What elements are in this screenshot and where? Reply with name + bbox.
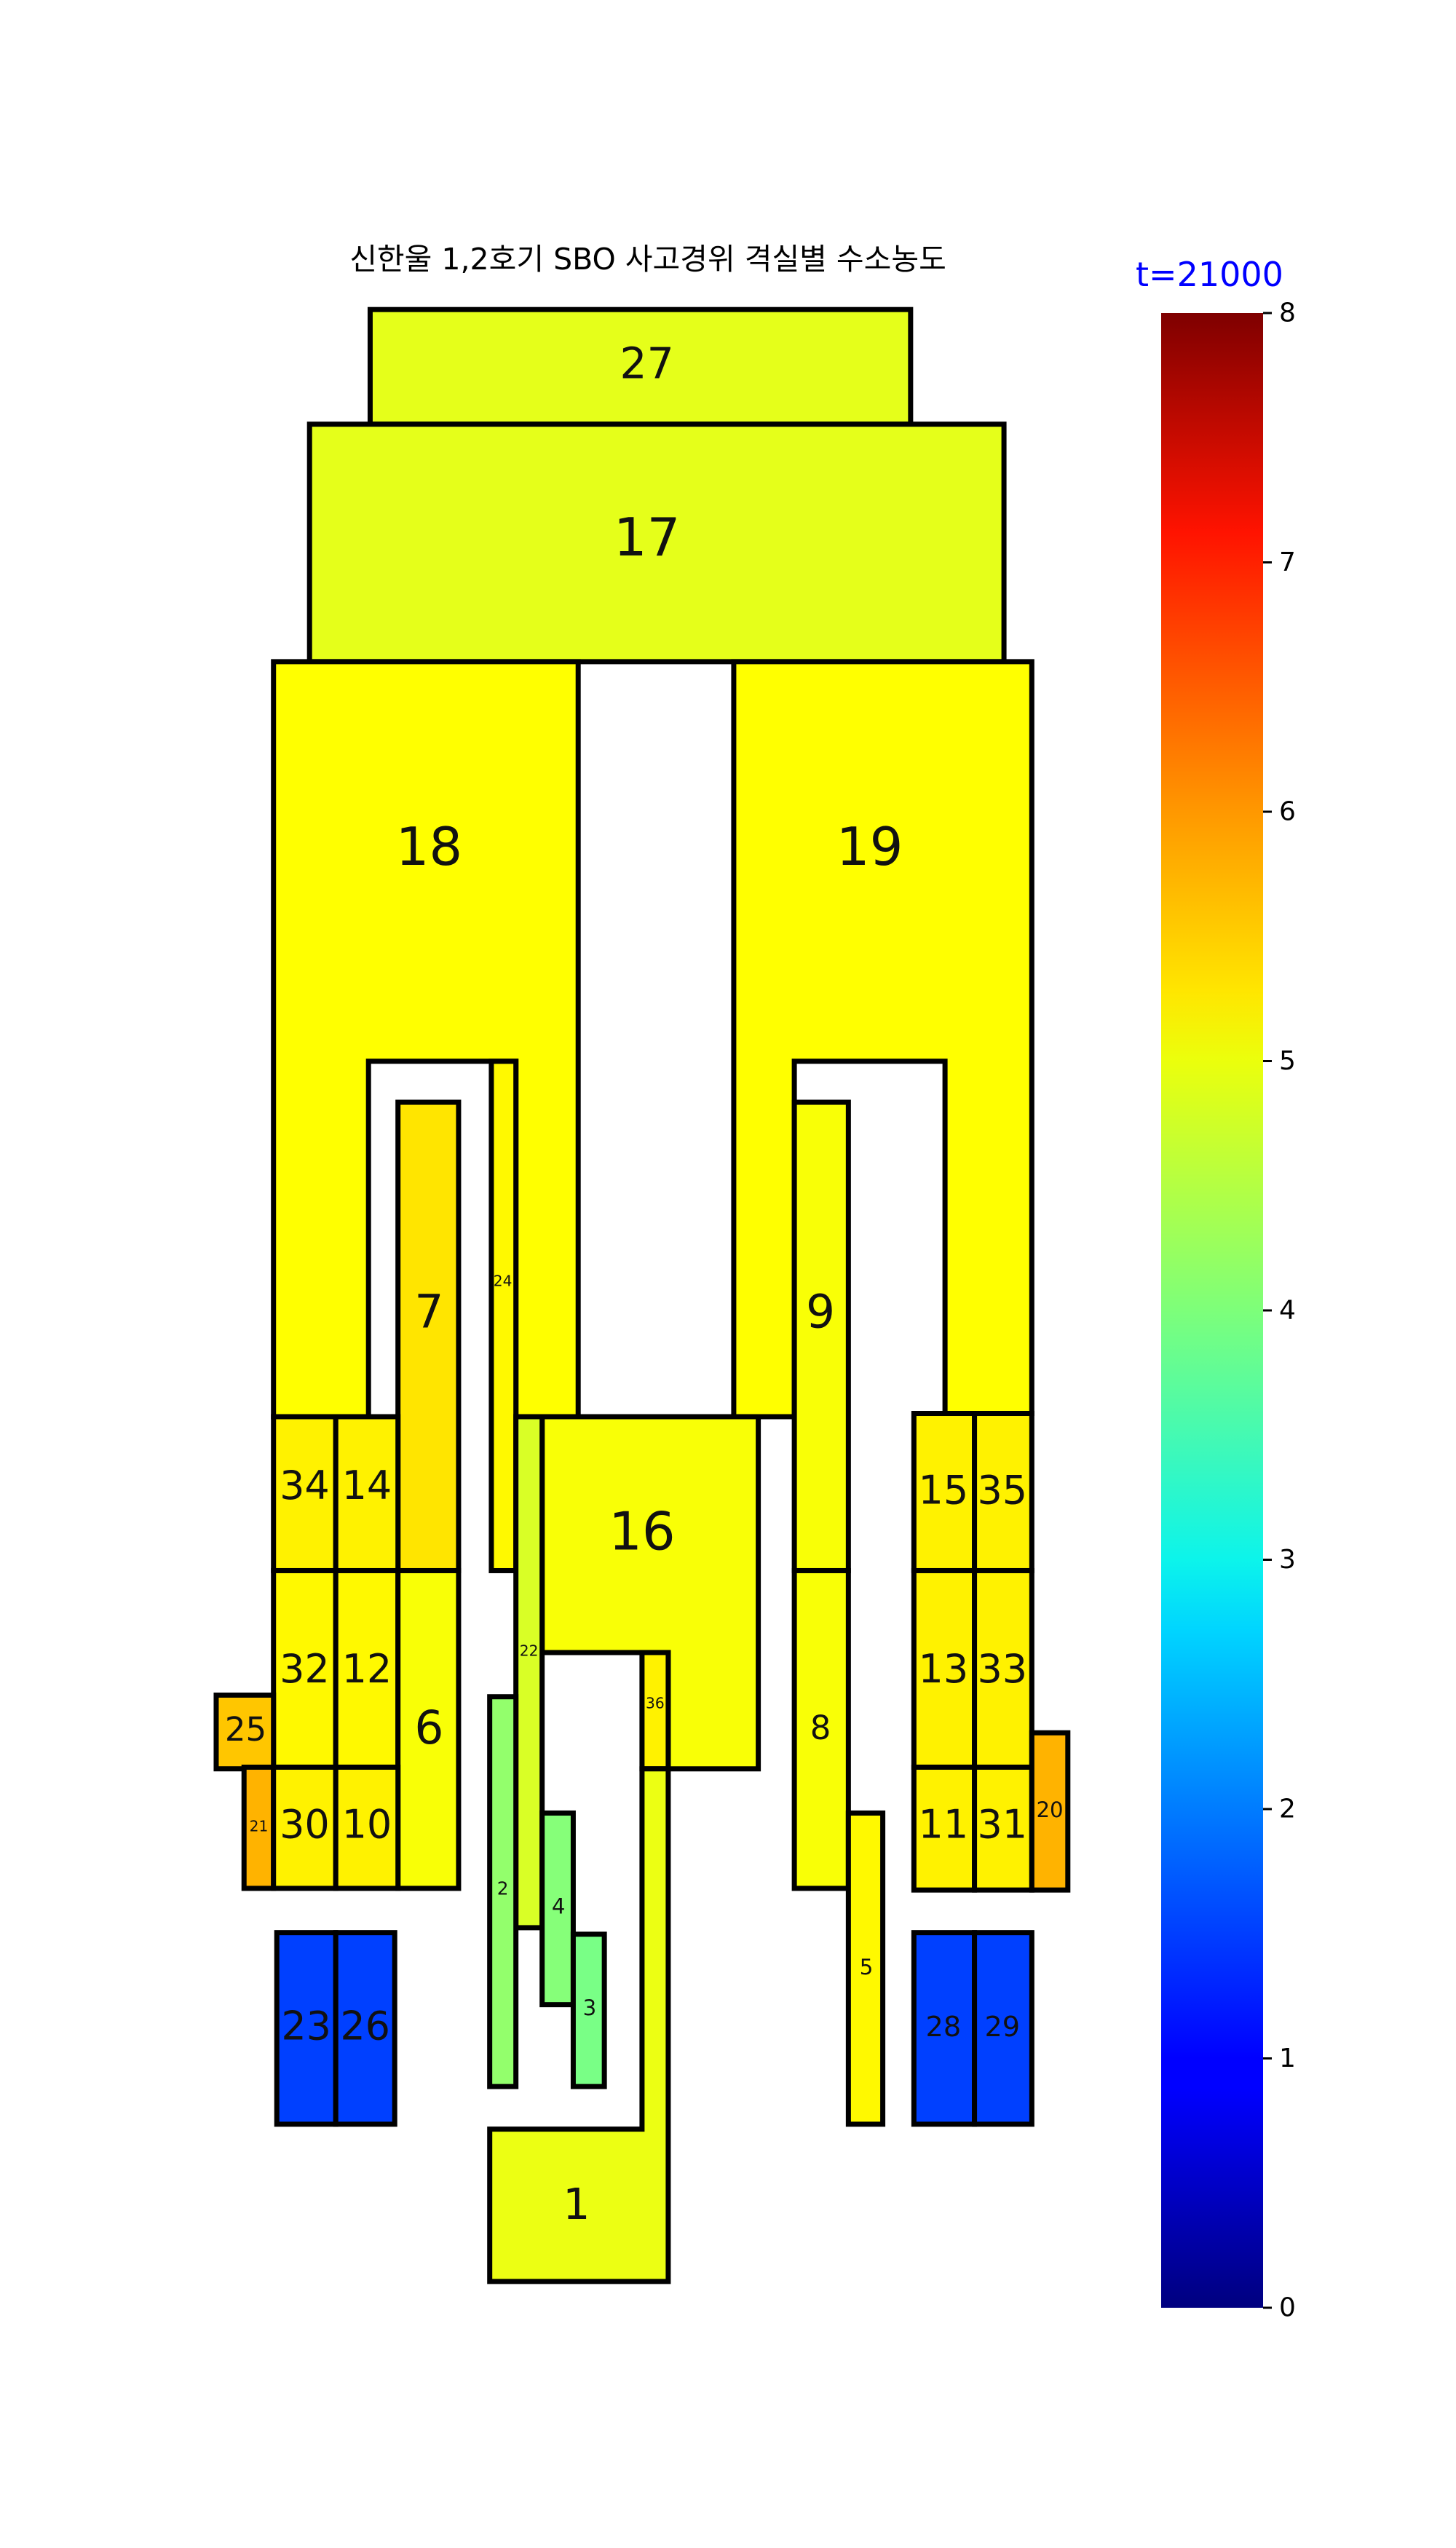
colorbar-tick-label-5: 5: [1279, 1046, 1296, 1076]
compartment-3: [570, 1931, 607, 2089]
compartment-label-4: 4: [552, 1894, 566, 1919]
compartment-label-28: 28: [926, 2011, 962, 2043]
compartment-6: [395, 1567, 462, 1891]
compartment-2: [487, 1694, 519, 2089]
compartment-label-10: 10: [342, 1802, 392, 1848]
compartment-label-16: 16: [609, 1500, 676, 1562]
compartment-11: [911, 1764, 978, 1893]
compartment-label-11: 11: [918, 1802, 968, 1848]
compartment-label-27: 27: [620, 339, 673, 388]
compartment-label-15: 15: [918, 1468, 968, 1514]
colorbar-tick-label-4: 4: [1279, 1296, 1296, 1326]
compartment-29: [972, 1930, 1034, 2127]
compartment-label-36: 36: [646, 1695, 665, 1712]
compartment-25: [213, 1692, 277, 1772]
compartment-label-7: 7: [414, 1286, 443, 1339]
compartment-26: [333, 1930, 397, 2127]
compartment-31: [972, 1764, 1034, 1893]
time-label: t=21000: [1136, 255, 1283, 294]
compartment-label-8: 8: [810, 1709, 831, 1747]
compartment-label-25: 25: [225, 1710, 266, 1749]
compartment-label-35: 35: [977, 1468, 1027, 1514]
compartment-14: [333, 1414, 401, 1573]
compartment-30: [271, 1764, 339, 1891]
colorbar-tick-label-1: 1: [1279, 2043, 1296, 2073]
compartment-label-32: 32: [280, 1646, 330, 1692]
compartment-label-24: 24: [494, 1272, 513, 1289]
compartment-label-1: 1: [563, 2180, 590, 2229]
compartment-label-23: 23: [281, 2003, 331, 2049]
compartment-label-6: 6: [414, 1701, 443, 1754]
compartment-label-21: 21: [250, 1817, 269, 1835]
compartment-10: [333, 1764, 401, 1891]
compartment-label-2: 2: [497, 1878, 509, 1899]
compartments-layer: [213, 306, 1071, 2284]
compartment-1: [487, 1766, 671, 2284]
compartment-34: [271, 1414, 339, 1573]
colorbar-tick-label-2: 2: [1279, 1795, 1296, 1824]
compartment-19: [731, 659, 1034, 1420]
compartment-label-30: 30: [280, 1802, 330, 1848]
compartment-label-20: 20: [1036, 1797, 1063, 1822]
diagram-title: 신한울 1,2호기 SBO 사고경위 격실별 수소농도: [349, 242, 946, 277]
compartment-22: [513, 1414, 545, 1931]
compartment-9: [791, 1099, 851, 1573]
colorbar: 0 1 2 3 4 5 6 7 8: [1161, 298, 1296, 2323]
colorbar-tick-label-7: 7: [1279, 547, 1296, 577]
compartment-label-26: 26: [340, 2003, 390, 2049]
compartment-8: [791, 1567, 851, 1891]
compartment-label-3: 3: [583, 1995, 597, 2020]
compartment-13: [911, 1567, 978, 1770]
compartment-label-22: 22: [520, 1642, 539, 1660]
compartment-20: [1029, 1730, 1071, 1893]
compartment-label-19: 19: [836, 816, 903, 877]
compartment-label-12: 12: [342, 1646, 392, 1692]
colorbar-tick-label-6: 6: [1279, 797, 1296, 827]
compartment-5: [845, 1810, 886, 2127]
compartment-label-17: 17: [614, 507, 681, 568]
compartment-17: [306, 422, 1007, 665]
colorbar-tick-label-0: 0: [1279, 2293, 1296, 2323]
compartment-label-14: 14: [342, 1463, 392, 1508]
compartment-label-31: 31: [977, 1802, 1027, 1848]
colorbar-gradient: [1161, 313, 1263, 2308]
compartment-label-9: 9: [806, 1286, 835, 1339]
compartment-label-18: 18: [396, 816, 463, 877]
compartment-label-13: 13: [918, 1646, 968, 1692]
compartment-28: [911, 1930, 978, 2127]
compartment-label-34: 34: [280, 1463, 330, 1508]
compartment-label-5: 5: [860, 1955, 874, 1979]
compartment-4: [539, 1810, 576, 2008]
colorbar-tick-label-3: 3: [1279, 1545, 1296, 1575]
compartment-label-29: 29: [985, 2011, 1021, 2043]
compartment-24: [488, 1059, 519, 1573]
colorbar-tick-label-8: 8: [1279, 298, 1296, 328]
compartment-label-33: 33: [977, 1646, 1027, 1692]
